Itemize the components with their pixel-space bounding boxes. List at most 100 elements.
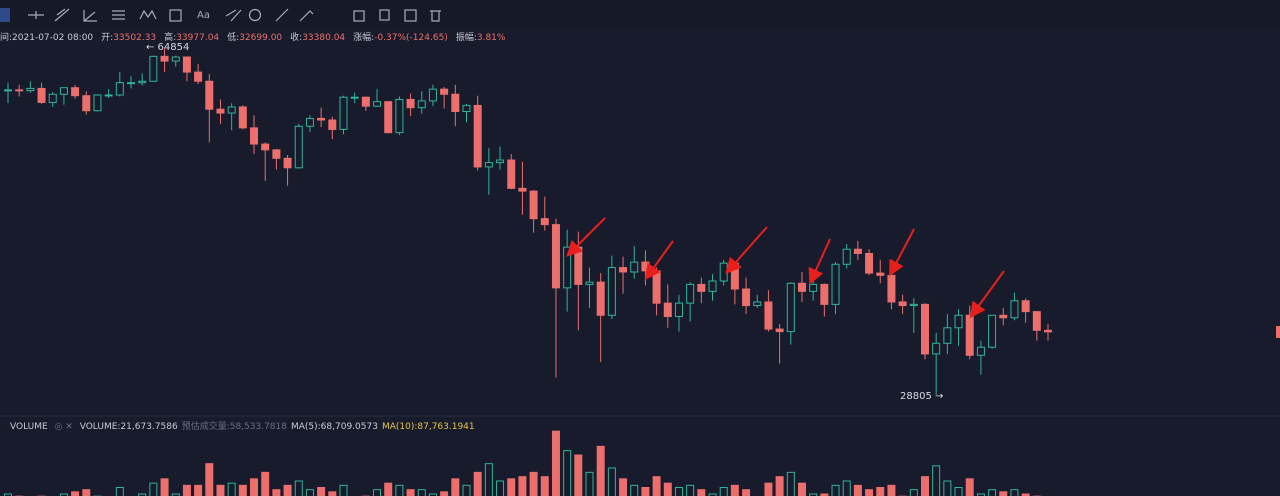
volume-bar [988, 489, 997, 496]
candle-body [283, 157, 292, 169]
info-value: -0.37%(-124.65) [374, 33, 448, 43]
candle-body [26, 87, 35, 92]
candle-body [305, 117, 314, 127]
candle-body [373, 101, 382, 107]
candle-body [350, 96, 359, 99]
volume-bar [999, 491, 1008, 496]
tool-trend[interactable] [54, 8, 70, 22]
volume-bar [909, 489, 918, 496]
volume-bar [831, 484, 840, 496]
tool-hide[interactable] [248, 8, 262, 22]
candle-body [976, 346, 985, 356]
candle-body [4, 89, 12, 92]
volume-bar [451, 478, 460, 496]
tool-text[interactable]: Aa [197, 10, 210, 21]
candle-body [831, 263, 840, 305]
candle-body [1032, 311, 1041, 331]
volume-bar [339, 484, 348, 496]
candle-body [999, 314, 1008, 319]
candle-body [674, 302, 683, 318]
volume-bar [954, 487, 963, 496]
volume-bar [551, 430, 560, 496]
tool-copy[interactable] [379, 9, 390, 21]
annotation-arrows [566, 217, 1005, 319]
candle-body [920, 303, 929, 355]
volume-bar [294, 480, 303, 496]
info-item: 低:32699.00 [227, 33, 286, 43]
info-value: 3.81% [476, 33, 506, 43]
volume-bar [1010, 489, 1019, 496]
candle-body [607, 267, 616, 316]
volume-bar [663, 482, 672, 496]
volume-bar [272, 489, 281, 496]
arrow [725, 226, 768, 274]
candle-body [619, 267, 628, 273]
arrow [969, 270, 1005, 319]
volume-bar [730, 484, 739, 496]
candle-body [596, 281, 605, 316]
volume-bar [417, 489, 426, 496]
info-item: 间:2021-07-02 08:00 [0, 33, 97, 43]
candle-body [205, 80, 214, 110]
candle-body [1021, 300, 1030, 313]
candle-body [585, 281, 594, 285]
volume-bar [932, 465, 941, 496]
volume-bar [976, 493, 985, 496]
volume-bar [697, 489, 706, 496]
volume-bar [619, 478, 628, 496]
info-item: 收:33380.04 [290, 33, 349, 43]
candle-body [842, 248, 851, 265]
volume-bar [406, 489, 415, 496]
tool-ruler[interactable] [275, 8, 289, 22]
candle-body [227, 106, 236, 114]
info-label: 高: [164, 33, 177, 43]
candle-body [1010, 300, 1019, 319]
volume-bar [596, 445, 605, 496]
info-label: 收: [290, 33, 303, 43]
tool-cursor[interactable] [0, 8, 10, 22]
tool-edit[interactable] [404, 9, 417, 22]
volume-bar [853, 484, 862, 496]
volume-bar [630, 484, 639, 496]
ohlc-info: 间:2021-07-02 08:00 开:33502.33 高:33977.04 低:… [0, 30, 513, 43]
tool-hline[interactable] [28, 11, 44, 19]
candle-body [104, 94, 113, 97]
volume-label: MA(5):68,709.0573 [290, 422, 378, 432]
candle-body [719, 262, 728, 282]
tool-delete[interactable] [430, 10, 441, 22]
volume-bar [71, 491, 80, 496]
tool-angle[interactable] [83, 10, 97, 22]
volume-bar [876, 487, 885, 496]
volume-bar [182, 484, 191, 496]
candle-body [540, 218, 549, 226]
info-label: 振幅: [455, 33, 477, 43]
tool-pen[interactable] [299, 10, 314, 22]
volume-bar [238, 484, 247, 496]
candle-body [428, 88, 437, 102]
candle-body [496, 159, 505, 164]
candle-body [238, 106, 247, 129]
info-item: 开:33502.33 [101, 33, 160, 43]
tool-lock[interactable] [353, 10, 365, 22]
volume-bar [395, 484, 404, 496]
volume-bar [585, 471, 594, 496]
tool-wave[interactable] [139, 9, 157, 20]
volume-icons[interactable]: ◎ ✕ [54, 422, 73, 432]
candle-body [898, 301, 907, 307]
candle-body [909, 303, 918, 307]
candle-body [261, 143, 270, 151]
tool-fib[interactable] [112, 10, 125, 20]
volume-bar [171, 493, 180, 496]
candle-body [932, 342, 941, 355]
tool-brush[interactable] [225, 9, 242, 22]
candle-body [708, 280, 717, 292]
tool-rect[interactable] [169, 9, 182, 22]
candle-body [853, 248, 862, 254]
volume-bar [686, 484, 695, 496]
candle-body [15, 89, 24, 92]
volume-bar [865, 489, 874, 496]
volume-bar [674, 487, 683, 496]
volume-bar [227, 482, 236, 496]
candle-body [786, 282, 795, 333]
info-value: 33977.04 [176, 33, 220, 43]
